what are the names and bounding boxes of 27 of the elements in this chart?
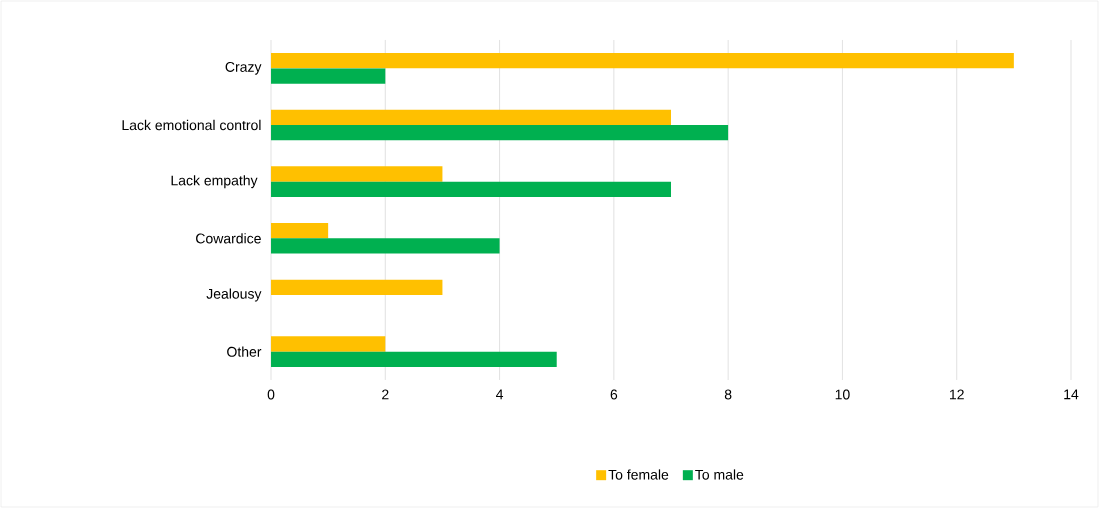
- y-tick-label: Cowardice: [196, 233, 261, 244]
- legend-label: To female: [608, 469, 669, 480]
- bar: [271, 279, 443, 295]
- bar: [271, 124, 729, 141]
- x-tick-label: 2: [382, 389, 389, 400]
- x-tick-label: 14: [1064, 389, 1079, 400]
- bar: [271, 238, 500, 254]
- y-tick-label: Other: [227, 346, 262, 357]
- y-tick-label: Jealousy: [206, 288, 262, 302]
- x-tick-label: 8: [724, 389, 732, 400]
- x-tick-label: 6: [610, 389, 618, 400]
- x-tick-label: 0: [267, 389, 275, 400]
- bar: [271, 223, 329, 239]
- bar: [271, 181, 672, 197]
- y-tick-label: Lack empathy: [171, 175, 258, 189]
- bar: [271, 351, 557, 367]
- bar: [271, 53, 1014, 69]
- x-tick-label: 12: [950, 389, 964, 400]
- x-tick-label: 4: [496, 389, 504, 400]
- bar: [271, 336, 386, 352]
- x-tick-label: 10: [835, 389, 850, 400]
- legend-label: To male: [695, 469, 744, 480]
- bar: [271, 109, 672, 125]
- y-tick-label: Crazy: [225, 61, 262, 75]
- bar: [271, 68, 386, 84]
- y-tick-label: Lack emotional control: [122, 119, 261, 131]
- bar: [271, 166, 443, 182]
